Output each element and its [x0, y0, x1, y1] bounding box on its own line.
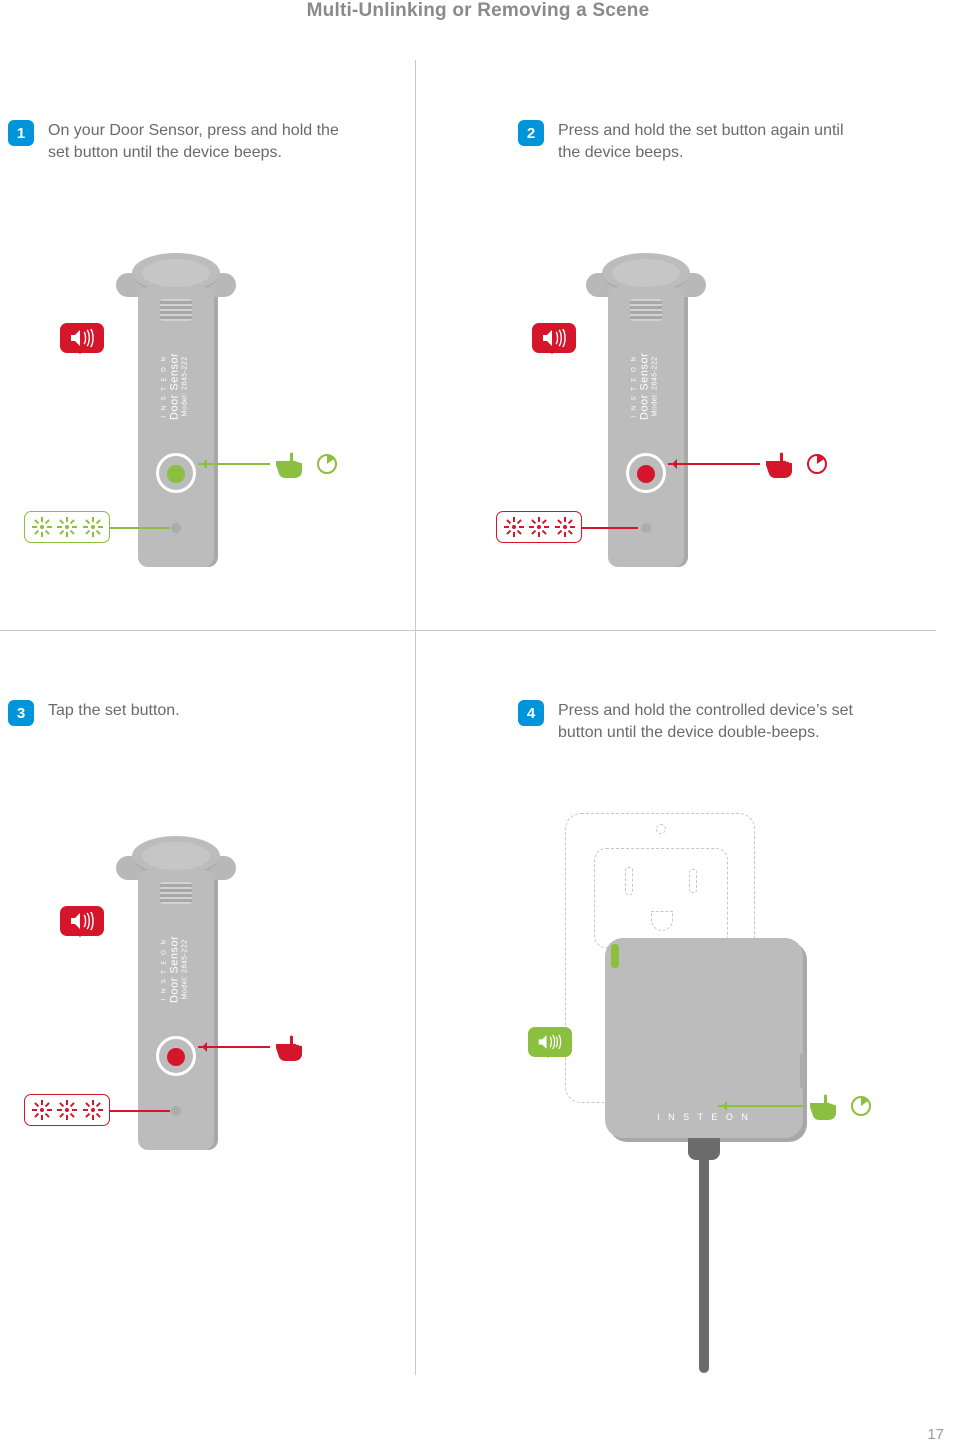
step-number-badge: 4 — [518, 700, 544, 726]
blink-indicator — [496, 511, 582, 543]
door-sensor-device: I N S T E O N Door Sensor Model: 2845-22… — [600, 253, 692, 573]
step-text: Press and hold the controlled device’s s… — [558, 700, 868, 743]
page-number: 17 — [927, 1426, 944, 1443]
step-1: 1 On your Door Sensor, press and hold th… — [0, 120, 400, 633]
step-number-badge: 2 — [518, 120, 544, 146]
led-pointer — [110, 527, 170, 529]
step-text: On your Door Sensor, press and hold the … — [48, 120, 358, 163]
page-title: Multi-Unlinking or Removing a Scene — [0, 0, 956, 22]
hand-icon — [808, 1091, 846, 1121]
clock-icon — [850, 1095, 872, 1122]
step-number-badge: 1 — [8, 120, 34, 146]
led-pointer — [110, 1110, 170, 1112]
door-sensor-device: I N S T E O N Door Sensor Model: 2845-22… — [130, 253, 222, 573]
step-4-illustration: I N S T E O N — [510, 793, 910, 1313]
power-cord — [699, 1153, 709, 1373]
press-arrow — [198, 463, 270, 465]
step-2-illustration: I N S T E O N Door Sensor Model: 2845-22… — [510, 253, 910, 633]
step-3: 3 Tap the set button. I N S T E O N Door… — [0, 700, 400, 1216]
door-sensor-device: I N S T E O N Door Sensor Model: 2845-22… — [130, 836, 222, 1156]
step-2: 2 Press and hold the set button again un… — [510, 120, 910, 633]
step-3-illustration: I N S T E O N Door Sensor Model: 2845-22… — [0, 836, 400, 1216]
hand-icon — [274, 449, 312, 479]
step-text: Tap the set button. — [48, 700, 180, 722]
press-arrow — [668, 463, 760, 465]
sound-icon — [528, 1027, 572, 1057]
step-1-illustration: I N S T E O N Door Sensor Model: 2845-22… — [0, 253, 400, 633]
led-pointer — [582, 527, 638, 529]
press-arrow — [198, 1046, 270, 1048]
plug-module-device: I N S T E O N — [605, 938, 803, 1138]
clock-icon — [316, 453, 338, 480]
sound-icon — [532, 323, 576, 353]
press-arrow — [718, 1105, 804, 1107]
sound-icon — [60, 323, 104, 353]
clock-icon — [806, 453, 828, 480]
hand-icon — [274, 1032, 312, 1062]
blink-indicator — [24, 511, 110, 543]
step-4: 4 Press and hold the controlled device’s… — [510, 700, 910, 1313]
step-text: Press and hold the set button again unti… — [558, 120, 868, 163]
step-number-badge: 3 — [8, 700, 34, 726]
vertical-divider — [415, 60, 416, 1375]
sound-icon — [60, 906, 104, 936]
blink-indicator — [24, 1094, 110, 1126]
hand-icon — [764, 449, 802, 479]
steps-grid: 1 On your Door Sensor, press and hold th… — [0, 60, 936, 1375]
